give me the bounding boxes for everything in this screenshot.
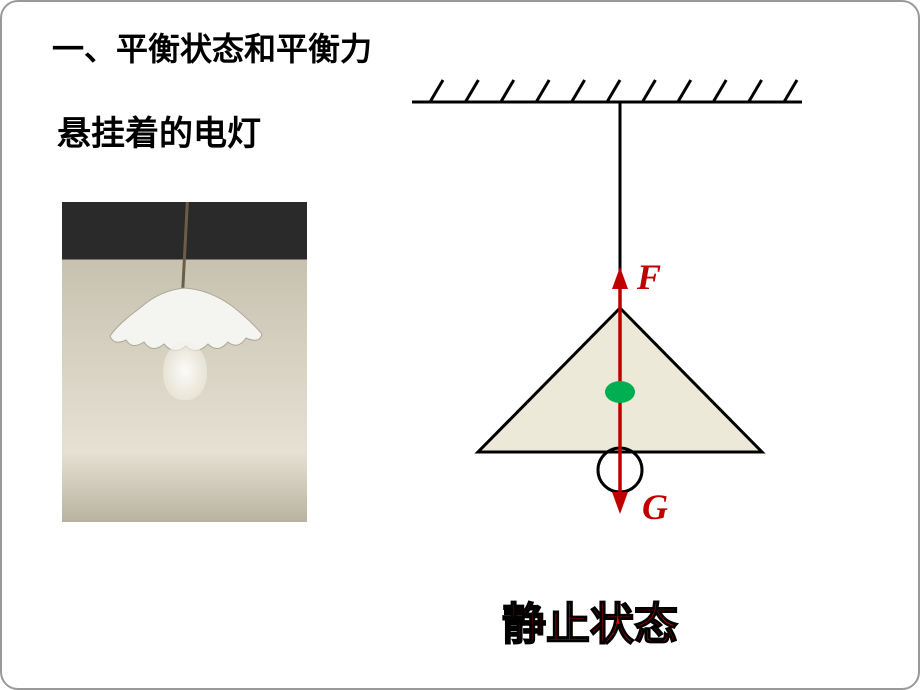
lamp-photo bbox=[62, 202, 307, 522]
subtitle: 悬挂着的电灯 bbox=[57, 106, 261, 155]
diagram-svg bbox=[392, 72, 832, 592]
lamp-cord bbox=[181, 202, 189, 292]
lamp-bulb bbox=[163, 342, 207, 400]
force-label-g: G bbox=[642, 486, 668, 528]
force-label-f: F bbox=[637, 256, 661, 298]
section-title: 一、平衡状态和平衡力 bbox=[52, 24, 372, 70]
force-diagram bbox=[392, 72, 832, 592]
state-label: 静止状态 bbox=[502, 588, 678, 652]
